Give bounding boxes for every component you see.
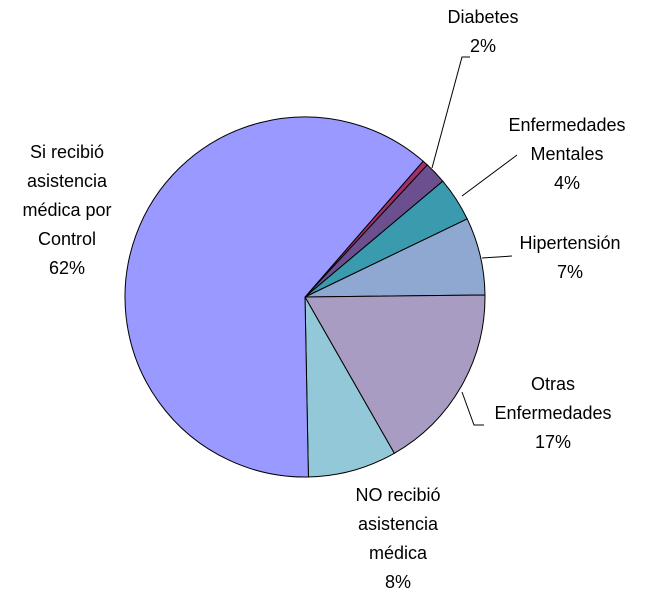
slice-label-line: médica: [369, 543, 428, 563]
slice-label-line: Diabetes: [447, 7, 518, 27]
slice-label-line: Enfermedades: [494, 403, 611, 423]
slice-value-label: 17%: [535, 432, 571, 452]
slice-label-line: asistencia: [27, 171, 108, 191]
pie-slice: [304, 296, 395, 478]
slice-label: Enfermedades Mentales: [508, 115, 625, 164]
slice-label-line: asistencia: [358, 514, 439, 534]
slice-value-label: 7%: [557, 262, 583, 282]
slice-label-line: Enfermedades: [508, 115, 625, 135]
slice-label-line: NO recibió: [355, 485, 440, 505]
slice-label: NO recibió asistencia médica: [355, 485, 440, 563]
slice-value-label: 2%: [470, 36, 496, 56]
pie-slice: [304, 294, 486, 454]
slice-label: Si recibió asistencia médica por Control: [22, 142, 111, 249]
slice-value-label: 8%: [385, 572, 411, 592]
slice-value-label: 62%: [49, 258, 85, 278]
slice-label-line: Si recibió: [30, 142, 104, 162]
slice-label: Diabetes: [447, 7, 518, 27]
leader-line: [431, 56, 470, 169]
slice-label: Otras Enfermedades: [494, 374, 611, 423]
slice-label-line: médica por: [22, 200, 111, 220]
slice-label-line: Hipertensión: [519, 233, 620, 253]
slice-label-line: Control: [38, 229, 96, 249]
leader-line: [481, 255, 513, 259]
leader-line: [461, 391, 484, 426]
slice-value-label: 4%: [554, 173, 580, 193]
slice-label: Hipertensión: [519, 233, 620, 253]
pie-slice: [124, 116, 424, 478]
slice-label-line: Mentales: [530, 144, 603, 164]
slice-label-line: Otras: [531, 374, 575, 394]
leader-line: [461, 154, 518, 197]
